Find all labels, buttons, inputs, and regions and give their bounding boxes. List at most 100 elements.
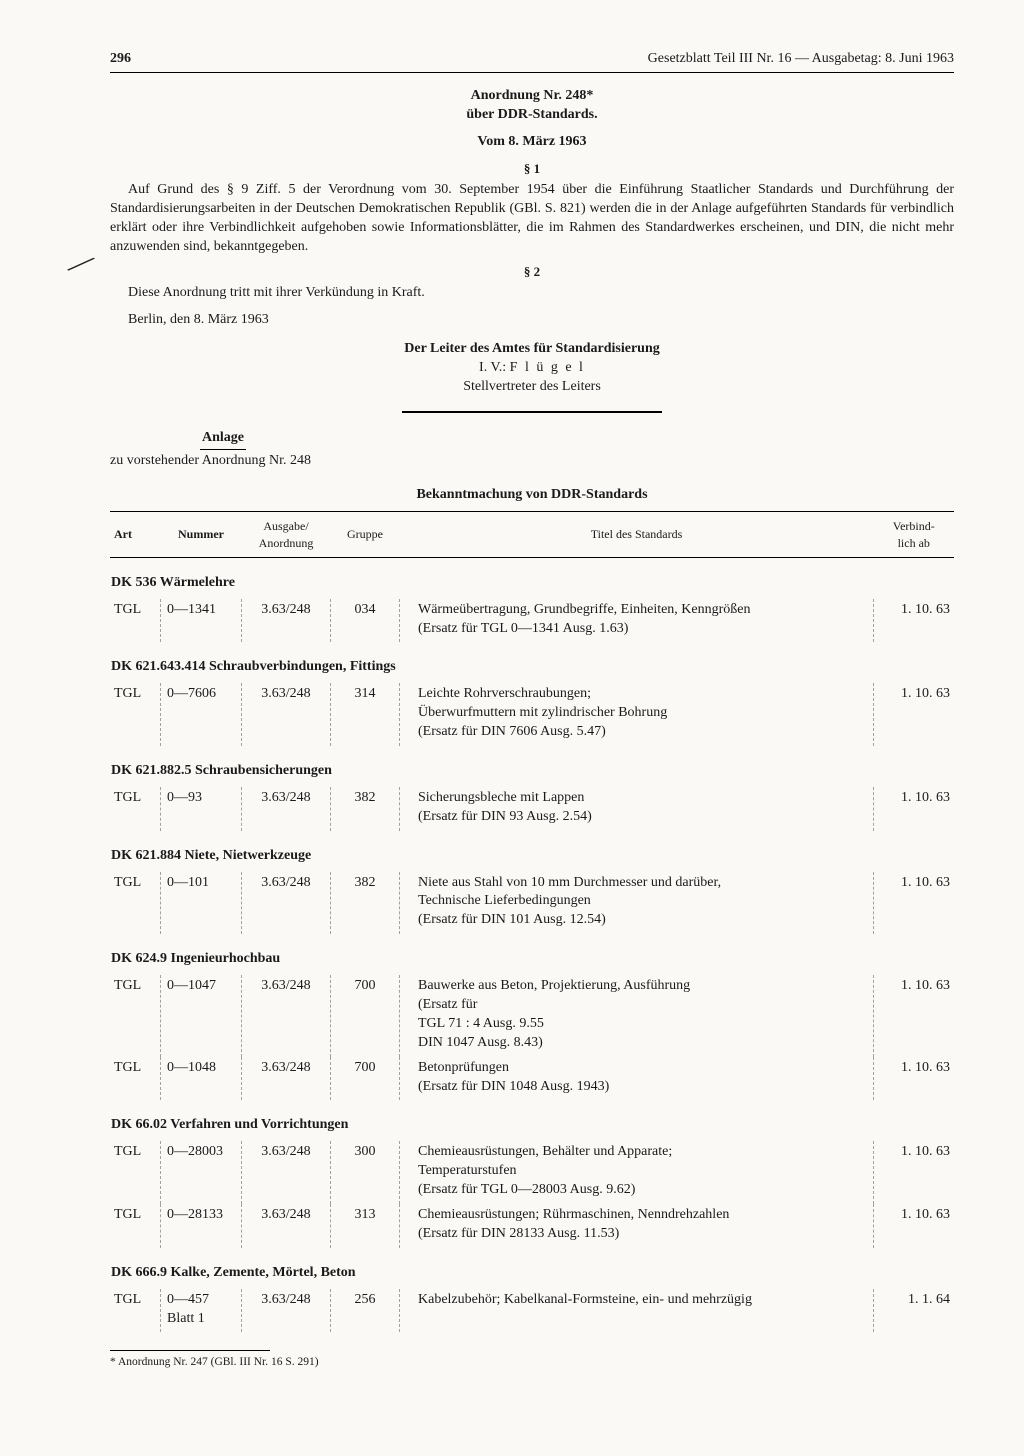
standards-group-heading: DK 621.643.414 Schraubverbindungen, Fitt… — [110, 642, 954, 683]
standards-group-heading: DK 621.882.5 Schraubensicherungen — [110, 746, 954, 787]
cell-ausgabe: 3.63/248 — [242, 975, 331, 1057]
cell-date: 1. 10. 63 — [874, 1057, 955, 1101]
cell-title: Bauwerke aus Beton, Projektierung, Ausfü… — [400, 975, 874, 1057]
section-2-text: Diese Anordnung tritt mit ihrer Verkündu… — [110, 284, 954, 303]
cell-nummer: 0—28003 — [161, 1141, 242, 1204]
table-row: TGL0—1013.63/248382Niete aus Stahl von 1… — [110, 872, 954, 935]
cell-ausgabe: 3.63/248 — [242, 787, 331, 831]
cell-gruppe: 256 — [331, 1289, 400, 1333]
signature-title: Der Leiter des Amtes für Standardisierun… — [110, 340, 954, 359]
col-header-ausgabe: Ausgabe/ Anordnung — [242, 512, 331, 557]
table-row: TGL0—280033.63/248300Chemieausrüstungen,… — [110, 1141, 954, 1204]
table-row: TGL0—10473.63/248700Bauwerke aus Beton, … — [110, 975, 954, 1057]
cell-ausgabe: 3.63/248 — [242, 683, 331, 746]
cell-title: Chemieausrüstungen, Behälter und Apparat… — [400, 1141, 874, 1204]
cell-ausgabe: 3.63/248 — [242, 1289, 331, 1333]
place-date: Berlin, den 8. März 1963 — [110, 311, 954, 330]
anlage-label: Anlage — [200, 429, 246, 450]
anlage-heading: Anlage — [110, 429, 954, 450]
cell-date: 1. 10. 63 — [874, 872, 955, 935]
signature-name: I. V.: F l ü g e l — [110, 359, 954, 378]
separator-rule — [402, 411, 662, 413]
col-header-nummer: Nummer — [161, 512, 242, 557]
cell-art: TGL — [110, 787, 161, 831]
cell-gruppe: 382 — [331, 787, 400, 831]
footnote: * Anordnung Nr. 247 (GBl. III Nr. 16 S. … — [110, 1355, 954, 1371]
standards-group-heading: DK 66.02 Verfahren und Vorrichtungen — [110, 1100, 954, 1141]
cell-nummer: 0—1341 — [161, 599, 242, 643]
cell-ausgabe: 3.63/248 — [242, 872, 331, 935]
title-line-1: Anordnung Nr. 248* — [110, 87, 954, 106]
cell-ausgabe: 3.63/248 — [242, 599, 331, 643]
standards-group-heading: DK 666.9 Kalke, Zemente, Mörtel, Beton — [110, 1248, 954, 1289]
cell-date: 1. 10. 63 — [874, 599, 955, 643]
table-row: TGL0—281333.63/248313Chemieausrüstungen;… — [110, 1204, 954, 1248]
cell-date: 1. 10. 63 — [874, 683, 955, 746]
cell-date: 1. 10. 63 — [874, 1141, 955, 1204]
footnote-rule — [110, 1350, 270, 1351]
table-row: TGL0—933.63/248382Sicherungsbleche mit L… — [110, 787, 954, 831]
standards-group-heading: DK 624.9 Ingenieurhochbau — [110, 934, 954, 975]
cell-nummer: 0—1047 — [161, 975, 242, 1057]
section-1-text-content: Auf Grund des § 9 Ziff. 5 der Verordnung… — [110, 182, 954, 254]
cell-gruppe: 700 — [331, 975, 400, 1057]
table-title: Bekanntmachung von DDR-Standards — [110, 486, 954, 505]
cell-art: TGL — [110, 975, 161, 1057]
cell-ausgabe: 3.63/248 — [242, 1141, 331, 1204]
cell-art: TGL — [110, 1204, 161, 1248]
cell-gruppe: 314 — [331, 683, 400, 746]
col-header-gruppe: Gruppe — [331, 512, 400, 557]
table-row: TGL0—10483.63/248700Betonprüfungen (Ersa… — [110, 1057, 954, 1101]
section-1-mark: § 1 — [110, 160, 954, 178]
document-title: Anordnung Nr. 248* über DDR-Standards. — [110, 87, 954, 125]
cell-title: Kabelzubehör; Kabelkanal-Formsteine, ein… — [400, 1289, 874, 1333]
cell-nummer: 0—101 — [161, 872, 242, 935]
standards-group-heading: DK 621.884 Niete, Nietwerkzeuge — [110, 831, 954, 872]
cell-date: 1. 10. 63 — [874, 975, 955, 1057]
cell-gruppe: 700 — [331, 1057, 400, 1101]
cell-art: TGL — [110, 1057, 161, 1101]
table-row: TGL0—457 Blatt 13.63/248256Kabelzubehör;… — [110, 1289, 954, 1333]
cell-ausgabe: 3.63/248 — [242, 1057, 331, 1101]
cell-title: Chemieausrüstungen; Rührmaschinen, Nennd… — [400, 1204, 874, 1248]
section-1-text: Auf Grund des § 9 Ziff. 5 der Verordnung… — [110, 181, 954, 257]
cell-title: Betonprüfungen (Ersatz für DIN 1048 Ausg… — [400, 1057, 874, 1101]
cell-gruppe: 313 — [331, 1204, 400, 1248]
cell-nummer: 0—7606 — [161, 683, 242, 746]
cell-gruppe: 300 — [331, 1141, 400, 1204]
running-title: Gesetzblatt Teil III Nr. 16 — Ausgabetag… — [648, 50, 954, 69]
cell-title: Niete aus Stahl von 10 mm Durchmesser un… — [400, 872, 874, 935]
cell-art: TGL — [110, 599, 161, 643]
cell-art: TGL — [110, 1141, 161, 1204]
standards-table: Art Nummer Ausgabe/ Anordnung Gruppe Tit… — [110, 511, 954, 1332]
cell-date: 1. 1. 64 — [874, 1289, 955, 1333]
cell-nummer: 0—1048 — [161, 1057, 242, 1101]
title-date: Vom 8. März 1963 — [110, 133, 954, 152]
margin-mark: ⁄ — [66, 242, 96, 287]
cell-art: TGL — [110, 1289, 161, 1333]
cell-art: TGL — [110, 872, 161, 935]
cell-gruppe: 034 — [331, 599, 400, 643]
signature-role: Stellvertreter des Leiters — [110, 378, 954, 397]
cell-gruppe: 382 — [331, 872, 400, 935]
cell-nummer: 0—93 — [161, 787, 242, 831]
title-line-2: über DDR-Standards. — [110, 106, 954, 125]
table-row: TGL0—76063.63/248314Leichte Rohrverschra… — [110, 683, 954, 746]
col-header-art: Art — [110, 512, 161, 557]
cell-date: 1. 10. 63 — [874, 787, 955, 831]
cell-nummer: 0—457 Blatt 1 — [161, 1289, 242, 1333]
col-header-titel: Titel des Standards — [400, 512, 874, 557]
cell-title: Sicherungsbleche mit Lappen (Ersatz für … — [400, 787, 874, 831]
cell-date: 1. 10. 63 — [874, 1204, 955, 1248]
running-header: 296 Gesetzblatt Teil III Nr. 16 — Ausgab… — [110, 50, 954, 73]
cell-nummer: 0—28133 — [161, 1204, 242, 1248]
cell-ausgabe: 3.63/248 — [242, 1204, 331, 1248]
page-number: 296 — [110, 50, 131, 69]
section-2-mark: § 2 — [110, 263, 954, 281]
col-header-verbindlich: Verbind- lich ab — [874, 512, 955, 557]
signature-block: Der Leiter des Amtes für Standardisierun… — [110, 340, 954, 397]
standards-group-heading: DK 536 Wärmelehre — [110, 557, 954, 598]
table-row: TGL0—13413.63/248034Wärmeübertragung, Gr… — [110, 599, 954, 643]
cell-title: Leichte Rohrverschraubungen; Überwurfmut… — [400, 683, 874, 746]
cell-title: Wärmeübertragung, Grundbegriffe, Einheit… — [400, 599, 874, 643]
